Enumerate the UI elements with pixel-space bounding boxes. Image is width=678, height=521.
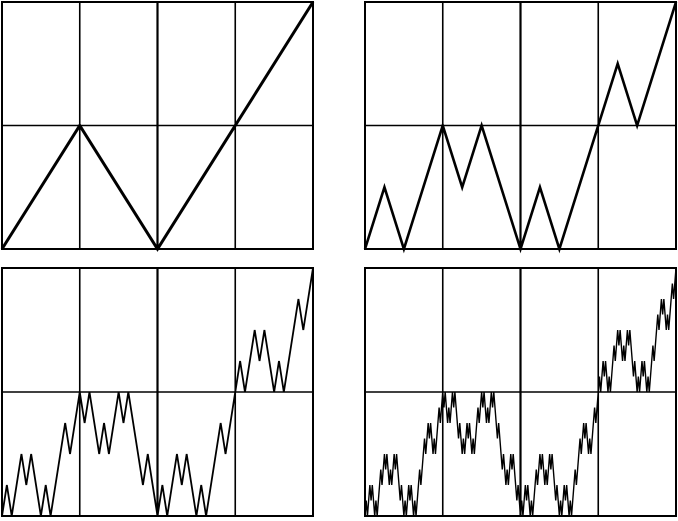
panel-iteration-2 bbox=[363, 1, 678, 254]
fractal-curve bbox=[363, 1, 678, 254]
panel-iteration-4 bbox=[364, 267, 677, 517]
fractal-curve bbox=[364, 267, 677, 517]
fractal-curve bbox=[1, 267, 314, 517]
fractal-curve bbox=[0, 1, 315, 252]
panel-iteration-3 bbox=[1, 267, 314, 517]
panel-iteration-1 bbox=[0, 1, 315, 252]
